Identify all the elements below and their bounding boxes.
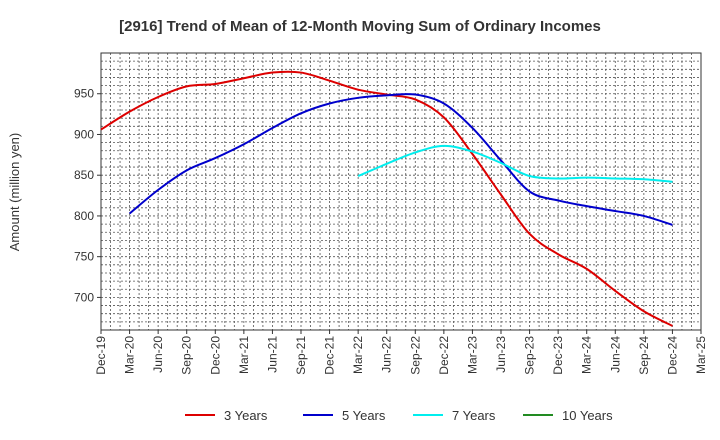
x-axis-ticks: Dec-19 Mar-20 Jun-20 Sep-20 Dec-20 Mar-21 Jun-… — [94, 330, 708, 375]
x-tick-label: Mar-21 — [237, 336, 251, 374]
x-tick-label: Dec-24 — [665, 336, 679, 375]
chart-title: [2916] Trend of Mean of 12-Month Moving … — [119, 18, 601, 35]
series-lines — [100, 70, 673, 327]
x-tick-label: Jun-22 — [380, 336, 394, 373]
x-tick-label: Mar-22 — [351, 336, 365, 374]
x-tick-label: Mar-25 — [694, 336, 708, 374]
x-tick-label: Dec-23 — [551, 336, 565, 375]
x-tick-label: Mar-23 — [465, 336, 479, 374]
y-tick-label: 750 — [74, 250, 94, 264]
x-tick-label: Sep-20 — [180, 336, 194, 375]
x-tick-label: Sep-21 — [294, 336, 308, 375]
x-tick-label: Mar-24 — [580, 336, 594, 374]
x-tick-label: Jun-21 — [265, 336, 279, 373]
x-tick-label: Dec-19 — [94, 336, 108, 375]
y-tick-label: 900 — [74, 127, 94, 141]
y-tick-label: 700 — [74, 290, 94, 304]
x-tick-label: Sep-22 — [408, 336, 422, 375]
y-axis-ticks: 700 750 800 850 900 950 — [74, 87, 101, 304]
series-line-5-years — [128, 93, 673, 226]
legend-label-7-years: 7 Years — [452, 408, 496, 423]
x-tick-label: Mar-20 — [123, 336, 137, 374]
x-tick-label: Jun-24 — [608, 336, 622, 373]
x-tick-label: Dec-20 — [208, 336, 222, 375]
x-tick-label: Jun-20 — [151, 336, 165, 373]
y-tick-label: 800 — [74, 209, 94, 223]
legend-label-10-years: 10 Years — [562, 408, 613, 423]
series-line-7-years — [357, 144, 673, 183]
y-axis-label: Amount (million yen) — [7, 133, 22, 252]
x-tick-label: Sep-24 — [637, 336, 651, 375]
legend-label-3-years: 3 Years — [224, 408, 268, 423]
y-tick-label: 850 — [74, 168, 94, 182]
legend: 3 Years 5 Years 7 Years 10 Years — [185, 408, 613, 423]
x-tick-label: Sep-23 — [523, 336, 537, 375]
legend-label-5-years: 5 Years — [342, 408, 386, 423]
grid — [101, 53, 701, 330]
x-tick-label: Dec-22 — [437, 336, 451, 375]
x-tick-label: Jun-23 — [494, 336, 508, 373]
x-tick-label: Dec-21 — [323, 336, 337, 375]
plot-area — [100, 52, 702, 331]
y-tick-label: 950 — [74, 87, 94, 101]
